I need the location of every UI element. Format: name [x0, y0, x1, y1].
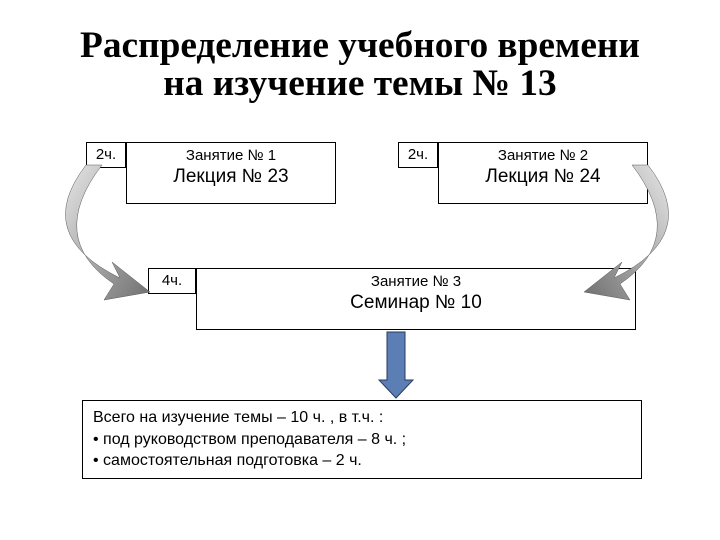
arrow-down	[0, 0, 720, 540]
